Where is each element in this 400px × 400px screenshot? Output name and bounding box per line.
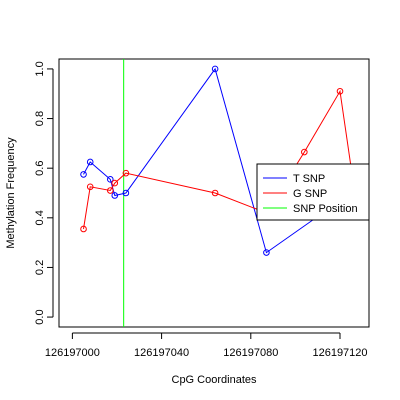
x-axis-label: CpG Coordinates xyxy=(172,374,257,386)
t-snp-point xyxy=(263,249,270,256)
y-tick-label: 0.0 xyxy=(34,309,46,324)
t-snp-point xyxy=(86,158,94,166)
t-snp-line xyxy=(83,67,352,254)
x-tick-label: 126197120 xyxy=(312,347,367,359)
x-tick-label: 126197000 xyxy=(45,347,100,359)
g-snp-point xyxy=(122,169,130,177)
legend: T SNP G SNP SNP Position xyxy=(256,163,370,221)
x-tick-label: 126197040 xyxy=(134,347,189,359)
y-tick-label: 1.0 xyxy=(34,61,46,76)
t-snp-point xyxy=(211,65,219,73)
y-tick-label: 0.8 xyxy=(34,111,46,126)
y-tick-label: 0.2 xyxy=(34,260,46,275)
g-snp-point xyxy=(111,179,119,187)
x-tick-label: 126197080 xyxy=(223,347,278,359)
g-snp-point xyxy=(336,87,344,95)
t-snp-point xyxy=(111,192,119,199)
y-axis-label: Methylation Frequency xyxy=(5,137,17,249)
g-snp-point xyxy=(86,183,94,191)
y-tick-label: 0.4 xyxy=(34,210,46,225)
y-tick-label: 0.6 xyxy=(34,161,46,176)
y-axis: 0.0 0.2 0.4 0.6 0.8 1.0 xyxy=(34,61,54,325)
g-snp-point xyxy=(106,187,114,194)
legend-t-snp-label: T SNP xyxy=(293,173,325,185)
g-snp-point xyxy=(301,148,308,156)
g-snp-line xyxy=(83,89,352,230)
data-layer xyxy=(80,59,355,327)
t-snp-point xyxy=(80,171,87,178)
t-snp-point xyxy=(122,189,130,197)
t-snp-point xyxy=(106,176,114,183)
g-snp-point xyxy=(80,225,87,233)
x-axis: 126197000 126197040 126197080 126197120 xyxy=(45,332,368,359)
g-snp-point xyxy=(211,189,219,197)
legend-g-snp-label: G SNP xyxy=(293,188,327,200)
legend-snp-position-label: SNP Position xyxy=(293,203,358,215)
legend-box xyxy=(256,163,370,221)
